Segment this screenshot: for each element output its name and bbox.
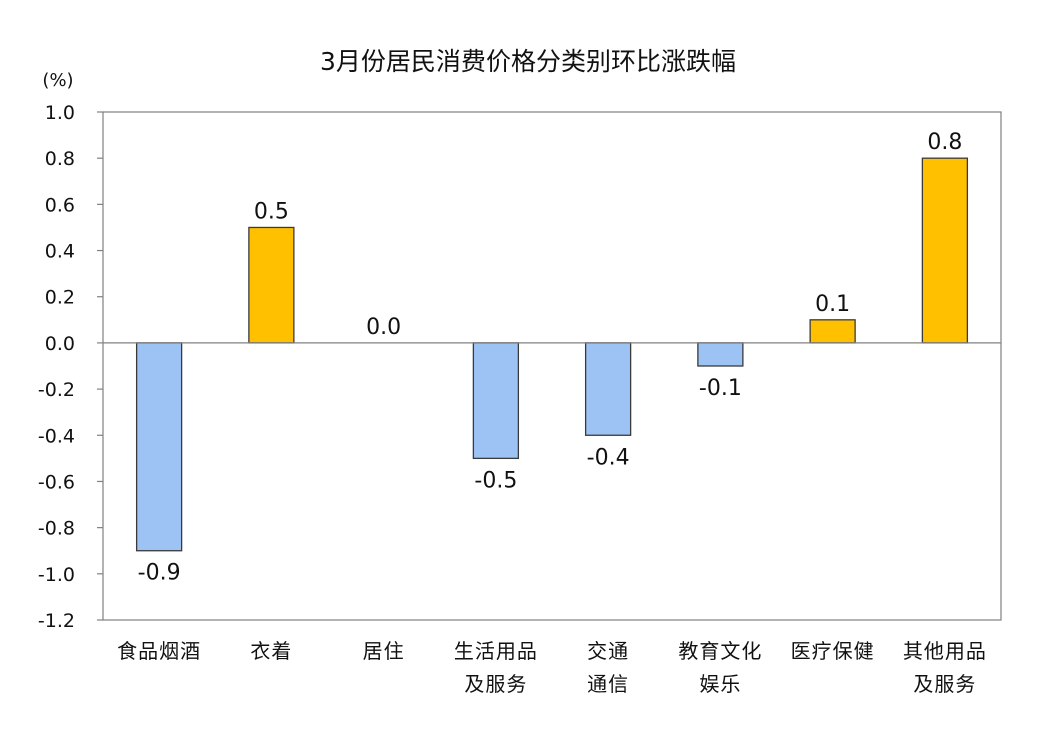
category-label: 居住 (363, 639, 405, 663)
y-tick-label: 1.0 (45, 102, 75, 124)
data-label: 0.8 (927, 130, 962, 155)
y-tick-label: -0.4 (38, 425, 75, 447)
category-label: 生活用品 (454, 639, 538, 663)
data-label: 0.0 (366, 315, 401, 340)
y-axis: 1.0 0.8 0.6 0.4 0.2 0.0 -0.2 -0.4 -0.6 -0.8 -1.0 -1… (38, 102, 103, 632)
y-tick-label: 0.2 (45, 287, 75, 309)
bar-series (135, 157, 969, 552)
y-tick-label: -0.2 (38, 379, 75, 401)
y-tick-label: 0.6 (45, 194, 75, 216)
data-label: -0.9 (138, 561, 181, 586)
bar (921, 157, 969, 344)
y-tick-label: 0.4 (45, 241, 75, 263)
bar (697, 342, 744, 367)
category-label: 教育文化 (678, 639, 762, 663)
data-label: 0.1 (815, 292, 850, 317)
category-label: 交通 (587, 639, 629, 663)
y-tick-label: -1.2 (38, 610, 75, 632)
y-tick-label: -0.8 (38, 518, 75, 540)
category-label: 其他用品 (903, 639, 987, 663)
bar (135, 342, 183, 552)
data-label: -0.4 (587, 445, 630, 470)
data-labels: -0.9 0.5 0.0 -0.5 -0.4 -0.1 0.1 0.8 (138, 130, 963, 586)
bar (809, 319, 856, 344)
chart-title: 3月份居民消费价格分类别环比涨跌幅 (320, 47, 736, 76)
bar (584, 342, 632, 436)
category-label: 及服务 (464, 672, 527, 696)
category-label: 食品烟酒 (117, 639, 201, 663)
category-label: 医疗保健 (791, 639, 875, 663)
category-label: 娱乐 (699, 672, 741, 696)
category-label: 衣着 (250, 639, 292, 663)
y-axis-unit-label: (%) (42, 70, 73, 91)
bar (248, 226, 295, 344)
plot-area-frame (102, 111, 1002, 621)
data-label: -0.1 (699, 376, 742, 401)
data-label: -0.5 (474, 468, 517, 493)
data-label: 0.5 (254, 199, 289, 224)
category-label: 通信 (587, 672, 629, 696)
y-tick-label: -0.6 (38, 471, 75, 493)
y-tick-label: 0.8 (45, 148, 75, 170)
bar (472, 342, 520, 460)
category-label: 及服务 (913, 672, 976, 696)
y-tick-label: -1.0 (38, 564, 75, 586)
y-tick-label: 0.0 (45, 333, 75, 355)
